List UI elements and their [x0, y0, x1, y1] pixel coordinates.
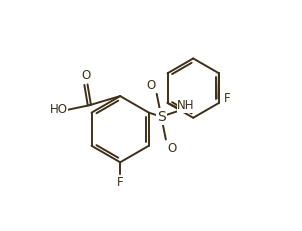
Text: O: O	[167, 142, 176, 155]
Text: S: S	[157, 110, 165, 124]
Text: O: O	[81, 69, 91, 82]
Text: F: F	[224, 92, 231, 105]
Text: HO: HO	[50, 103, 68, 116]
Text: O: O	[146, 79, 156, 92]
Text: F: F	[117, 176, 124, 189]
Text: NH: NH	[177, 99, 195, 112]
